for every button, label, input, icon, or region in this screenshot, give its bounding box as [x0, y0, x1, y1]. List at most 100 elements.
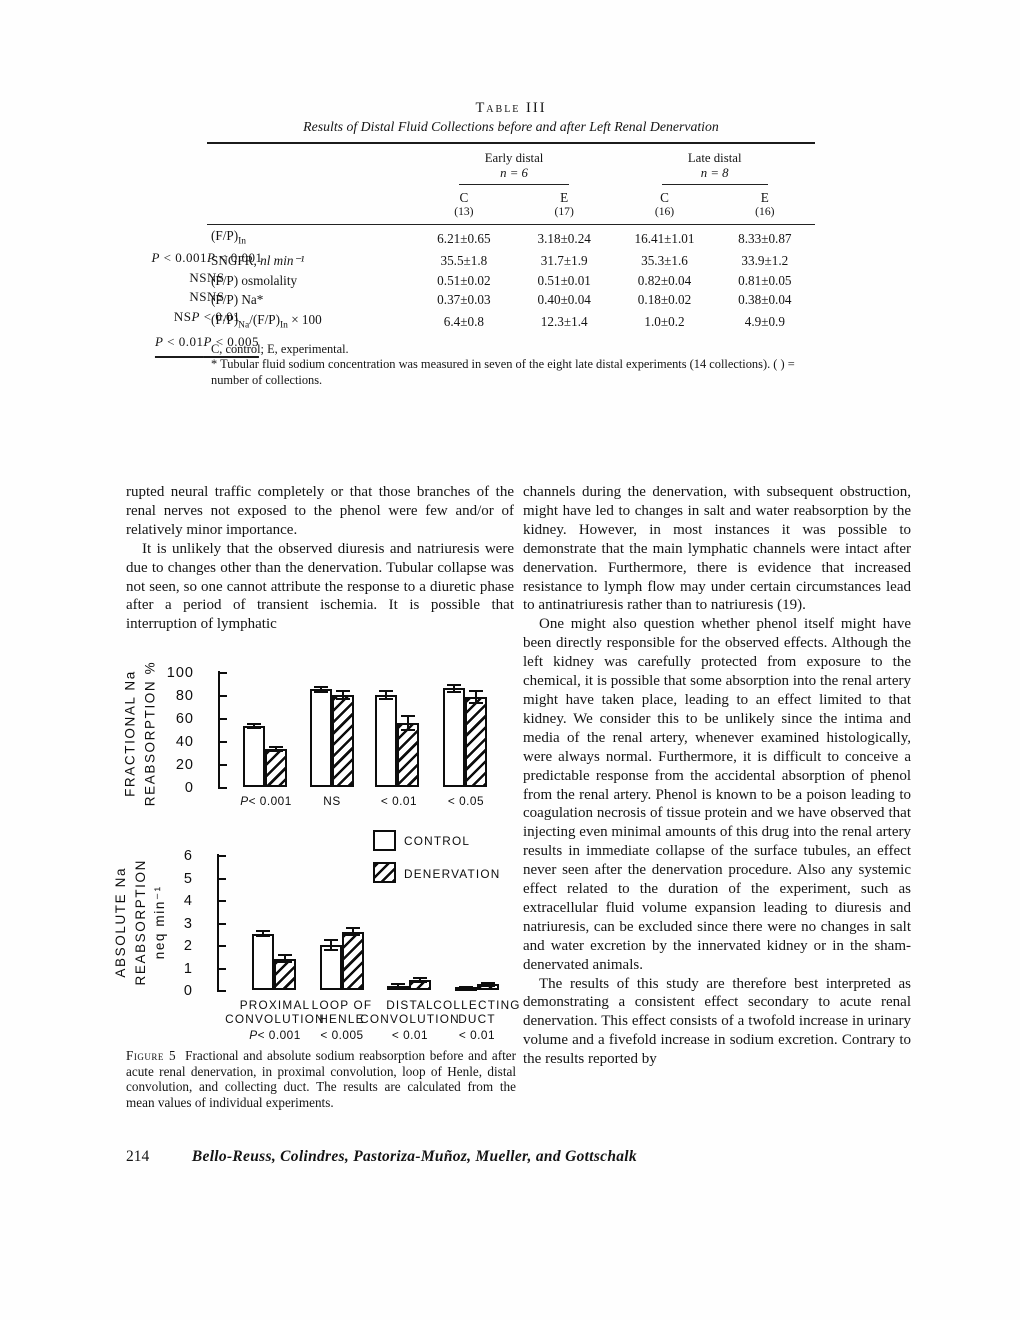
table-cell: 16.41±1.01 — [634, 230, 695, 246]
y-tick-label: 3 — [183, 915, 193, 932]
paragraph: rupted neural traffic completely or that… — [126, 484, 514, 538]
error-bar-cap — [469, 690, 483, 693]
significance-label: NS — [323, 794, 341, 808]
bar-control — [243, 726, 265, 787]
error-bar-line — [475, 690, 477, 705]
error-bar-line — [487, 981, 489, 988]
significance-cell: NS — [173, 308, 192, 324]
figure-5: 0 20 40 60 80 100 P< 0.001 NS < 0.01 < 0.05 FRACTI… — [110, 648, 540, 1050]
error-bar — [447, 683, 461, 693]
error-bar-cap — [391, 982, 405, 985]
y-tick-label: 1 — [183, 960, 193, 977]
table-row: (F/P) osmolality 0.51±0.02 0.51±0.01 0.82±0… — [207, 270, 815, 290]
group-n: n = 8 — [700, 166, 729, 180]
error-bar-cap — [481, 981, 495, 984]
y-tick — [220, 718, 227, 720]
table-cell: 0.51±0.02 — [437, 272, 491, 288]
error-bar-line — [385, 690, 387, 700]
significance-row: NS P < 0.01 — [174, 309, 240, 327]
group-header-early: Early distal n = 6 — [413, 142, 615, 185]
row-label: (F/P) osmolality — [211, 272, 298, 288]
error-bar-cap — [346, 934, 360, 936]
paragraph: One might also question whether phenol i… — [523, 616, 911, 973]
y-tick — [219, 922, 226, 925]
group-label: Early distal — [484, 151, 544, 165]
y-tick-label: 6 — [183, 848, 193, 864]
paragraph: The results of this study are therefore … — [523, 975, 911, 1068]
column-header: C (16) — [614, 185, 715, 225]
footnote-line: C, control; E, experimental. — [211, 341, 349, 356]
error-bar — [324, 939, 338, 951]
error-bar-cap — [336, 690, 350, 693]
significance-cell: NS — [189, 269, 207, 285]
table-row: (F/P)Na/(F/P)In × 100 6.4±0.8 12.3±1.4 1.0±… — [207, 309, 815, 334]
error-bar-cap — [278, 954, 292, 956]
category-label: DISTAL CONVOLUTION — [360, 998, 460, 1026]
y-tick-label: 80 — [175, 688, 194, 704]
significance-label: P< 0.001 — [249, 1028, 301, 1042]
page-number: 214 — [126, 1148, 150, 1165]
category-label: PROXIMAL CONVOLUTION — [225, 998, 325, 1026]
y-tick-label: 100 — [166, 665, 194, 681]
footnote-line: * Tubular fluid sodium concentration was… — [211, 357, 795, 387]
table-subtitle: Results of Distal Fluid Collections befo… — [303, 119, 719, 134]
error-bar-line — [275, 745, 277, 753]
legend-box-denervation — [373, 862, 396, 883]
error-bar-cap — [269, 750, 283, 753]
error-bar — [336, 690, 350, 700]
table-cell: 33.9±1.2 — [741, 253, 789, 269]
table-title: Table III — [475, 100, 547, 116]
error-bar-line — [320, 685, 322, 693]
y-tick — [220, 672, 227, 674]
table-cell: 1.0±0.2 — [644, 314, 685, 330]
y-tick-label: 0 — [184, 780, 194, 796]
figure-caption: Figure 5 Fractional and absolute sodium r… — [126, 1048, 516, 1111]
bar-denervation — [332, 695, 354, 787]
y-tick — [219, 877, 226, 880]
error-bar — [469, 690, 483, 705]
error-bar — [346, 927, 360, 936]
table-cell: 6.21±0.65 — [437, 230, 491, 246]
body-left-column: rupted neural traffic completely or that… — [126, 483, 514, 634]
y-tick-label: 20 — [175, 757, 194, 773]
y-tick — [220, 787, 227, 789]
significance-cell: P < 0.001 — [151, 250, 207, 266]
error-bar-cap — [314, 685, 328, 688]
significance-row: P < 0.01 P < 0.005 — [154, 333, 260, 359]
y-tick — [219, 967, 226, 970]
table-cell: 3.18±0.24 — [537, 230, 591, 246]
error-bar-cap — [324, 939, 338, 942]
y-tick — [219, 990, 226, 992]
table-cell: 0.38±0.04 — [738, 292, 792, 308]
column-header: C (13) — [413, 185, 515, 225]
y-tick — [219, 900, 226, 902]
table-footnote: C, control; E, experimental. * Tubular f… — [207, 342, 815, 389]
table-cell: 35.5±1.8 — [440, 253, 488, 269]
error-bar-cap — [336, 697, 350, 700]
error-bar — [278, 954, 292, 963]
error-bar-cap — [256, 935, 270, 938]
y-tick-label: 0 — [183, 983, 193, 999]
bar-denervation — [265, 749, 287, 787]
y-tick-label: 40 — [175, 734, 194, 750]
table-cell: 35.3±1.6 — [641, 253, 688, 269]
error-bar — [459, 985, 473, 989]
caption-text: Fractional and absolute sodium reabsorpt… — [126, 1048, 517, 1111]
row-label: SNGFR, nl min⁻¹ — [211, 253, 305, 269]
bar-denervation — [342, 931, 364, 990]
y-tick-label: 60 — [175, 711, 194, 727]
error-bar — [413, 976, 427, 984]
y-axis — [217, 854, 219, 992]
legend-label: CONTROL — [404, 834, 471, 848]
bar-control — [320, 945, 342, 990]
column-header: E (16) — [714, 185, 815, 225]
group-n: n = 6 — [500, 166, 528, 180]
table-section: Table III Results of Distal Fluid Collec… — [151, 100, 815, 389]
page-footer: 214 Bello-Reuss, Colindres, Pastoriza-Mu… — [126, 1148, 906, 1166]
error-bar-cap — [256, 930, 270, 933]
bar-control — [443, 688, 465, 787]
paragraph: It is unlikely that the observed diuresi… — [126, 540, 514, 633]
error-bar-line — [330, 939, 332, 951]
significance-label: < 0.01 — [380, 794, 418, 808]
